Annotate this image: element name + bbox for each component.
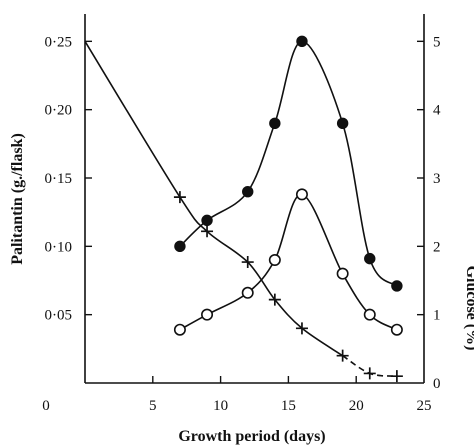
filled-circle-point xyxy=(296,35,308,48)
y-right-tick-label: 1 xyxy=(433,308,441,324)
y-axis-right-title: Glucose (%) xyxy=(463,266,474,351)
y-right-tick-label: 0 xyxy=(433,376,441,392)
open-circle-point xyxy=(336,267,349,280)
filled-circle-point xyxy=(269,117,281,130)
y-axis-left-title: Palitantin (g./flask) xyxy=(9,133,26,265)
curves xyxy=(84,40,398,377)
y-right-tick-label: 4 xyxy=(433,103,441,119)
plus-point xyxy=(295,322,308,335)
y-right-tick-label: 3 xyxy=(433,171,441,187)
filled-circle-point xyxy=(174,240,186,253)
open-circle-point xyxy=(241,286,254,299)
open-circle-point xyxy=(268,254,281,267)
x-tick-label: 20 xyxy=(349,398,364,414)
plus-point xyxy=(390,370,403,383)
filled-circle-point xyxy=(242,185,254,198)
series-open-circle-line xyxy=(179,193,398,331)
x-tick-label: 0 xyxy=(42,398,50,414)
y-left-tick-label: 0·05 xyxy=(45,308,73,324)
filled-circle-point xyxy=(391,280,403,292)
plus-point xyxy=(173,191,186,204)
x-tick-label: 15 xyxy=(281,398,296,414)
plus-point xyxy=(268,293,281,306)
marks xyxy=(173,35,403,383)
plus-point xyxy=(336,349,349,362)
open-circle-point xyxy=(295,188,308,201)
ticks: 0 5 10 15 20 25 0·05 0·10 0·15 0·20 0·25 0 1 2 3 4 5 xyxy=(42,34,441,414)
y-right-tick-label: 2 xyxy=(433,239,441,255)
open-circle-point xyxy=(173,323,186,336)
plus-point xyxy=(201,225,214,238)
x-tick-label: 5 xyxy=(149,398,157,414)
y-left-tick-label: 0·25 xyxy=(45,34,73,50)
open-circle-point xyxy=(363,308,376,321)
y-right-tick-label: 5 xyxy=(433,34,441,50)
x-axis-title: Growth period (days) xyxy=(178,428,325,445)
open-circle-point xyxy=(390,323,403,336)
filled-circle-point xyxy=(201,214,213,227)
y-left-tick-label: 0·20 xyxy=(45,103,73,119)
x-tick-label: 25 xyxy=(417,398,432,414)
open-circle-point xyxy=(201,308,214,321)
x-tick-label: 10 xyxy=(213,398,228,414)
y-left-tick-label: 0·10 xyxy=(45,239,73,255)
series-filled-circle-line xyxy=(179,40,398,287)
plus-point xyxy=(363,367,376,380)
y-left-tick-label: 0·15 xyxy=(45,171,73,187)
plus-point xyxy=(241,256,254,269)
axes xyxy=(84,14,425,384)
filled-circle-point xyxy=(364,252,376,265)
filled-circle-point xyxy=(336,117,349,130)
